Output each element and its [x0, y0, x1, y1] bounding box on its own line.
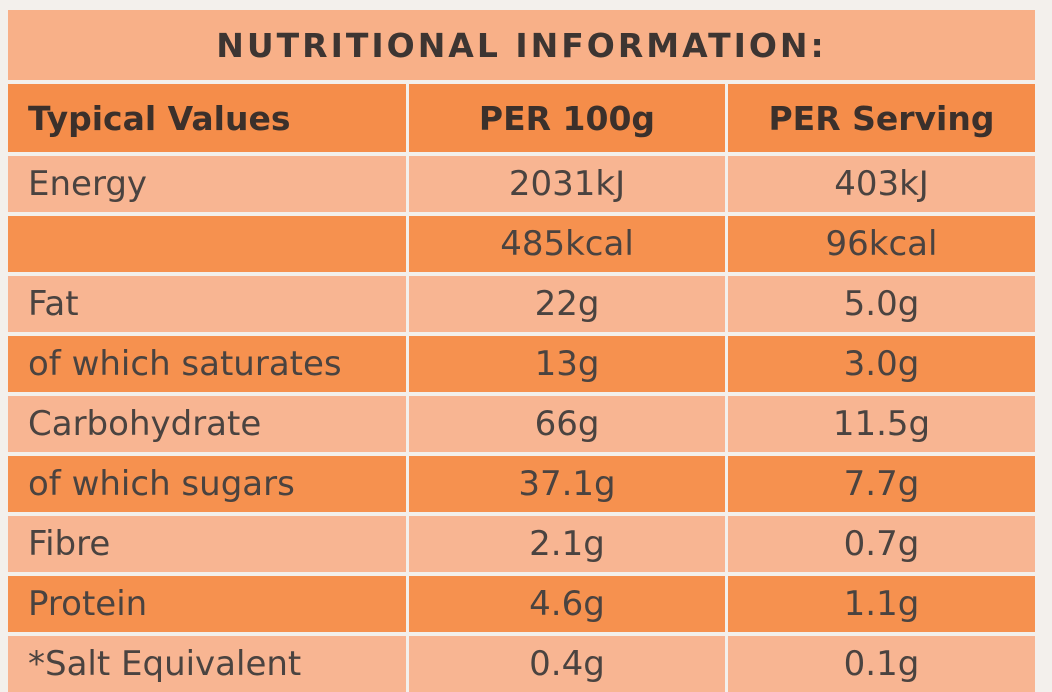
row-label-fat: Fat — [8, 276, 406, 332]
header-typical-values: Typical Values — [8, 84, 406, 152]
row-label-sugars: of which sugars — [8, 456, 406, 512]
row-per-100g-fibre: 2.1g — [409, 516, 725, 572]
row-per-serving-protein: 1.1g — [728, 576, 1035, 632]
row-per-serving-sugars: 7.7g — [728, 456, 1035, 512]
row-label-saturates: of which saturates — [8, 336, 406, 392]
header-per-100g: PER 100g — [409, 84, 725, 152]
row-per-serving-saturates: 3.0g — [728, 336, 1035, 392]
row-label-fibre: Fibre — [8, 516, 406, 572]
row-per-100g-energy-kcal: 485kcal — [409, 216, 725, 272]
row-per-100g-protein: 4.6g — [409, 576, 725, 632]
row-label-energy-kcal — [8, 216, 406, 272]
row-per-serving-energy-kj: 403kJ — [728, 156, 1035, 212]
row-label-energy: Energy — [8, 156, 406, 212]
row-per-100g-sugars: 37.1g — [409, 456, 725, 512]
row-per-100g-energy-kj: 2031kJ — [409, 156, 725, 212]
nutrition-table: NUTRITIONAL INFORMATION: Typical Values … — [8, 10, 1035, 692]
row-per-100g-saturates: 13g — [409, 336, 725, 392]
row-per-100g-fat: 22g — [409, 276, 725, 332]
row-label-salt: *Salt Equivalent — [8, 636, 406, 692]
row-per-serving-fibre: 0.7g — [728, 516, 1035, 572]
row-per-serving-fat: 5.0g — [728, 276, 1035, 332]
row-label-protein: Protein — [8, 576, 406, 632]
header-per-serving: PER Serving — [728, 84, 1035, 152]
row-per-100g-carbohydrate: 66g — [409, 396, 725, 452]
row-per-serving-energy-kcal: 96kcal — [728, 216, 1035, 272]
row-per-serving-salt: 0.1g — [728, 636, 1035, 692]
row-label-carbohydrate: Carbohydrate — [8, 396, 406, 452]
row-per-serving-carbohydrate: 11.5g — [728, 396, 1035, 452]
table-title: NUTRITIONAL INFORMATION: — [8, 10, 1035, 80]
row-per-100g-salt: 0.4g — [409, 636, 725, 692]
